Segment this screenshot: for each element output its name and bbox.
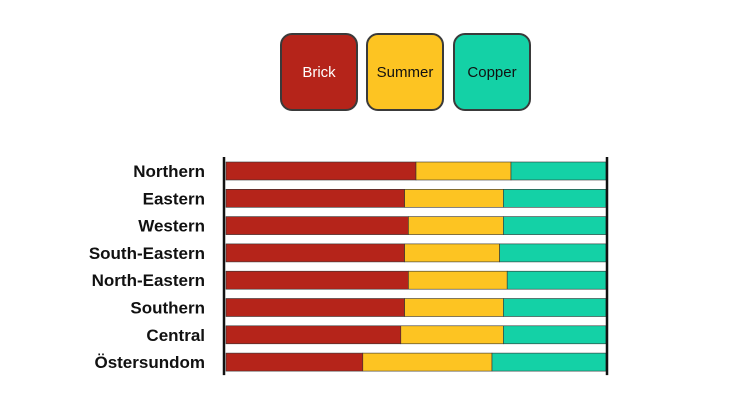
bar-segment-summer [408, 216, 504, 235]
bar-segment-summer [400, 325, 504, 345]
bar-segment-copper [499, 243, 607, 263]
category-label: Northern [133, 162, 205, 181]
bar-segment-brick [225, 243, 405, 263]
bar-segment-brick [225, 216, 409, 235]
bar-segment-brick [225, 270, 409, 290]
legend-item-summer: Summer [366, 33, 444, 111]
bar-segment-summer [362, 352, 493, 372]
legend-label-brick: Brick [302, 63, 336, 81]
bar-segment-copper [503, 298, 607, 317]
bar-segment-copper [503, 189, 607, 208]
category-label: Östersundom [94, 353, 205, 372]
bar-segment-brick [225, 298, 405, 317]
bar-segment-summer [404, 189, 504, 208]
category-label: Central [146, 326, 205, 345]
category-label: South-Eastern [89, 244, 205, 263]
category-label: North-Eastern [92, 271, 205, 290]
category-label: Southern [130, 299, 205, 318]
bar-segment-copper [491, 352, 607, 372]
bar-segment-brick [225, 325, 402, 345]
category-label: Eastern [143, 189, 205, 208]
legend-item-copper: Copper [453, 33, 531, 111]
bar-segment-copper [506, 270, 607, 290]
legend-label-summer: Summer [376, 63, 434, 81]
bar-segment-summer [404, 298, 504, 317]
bar-segment-copper [503, 325, 607, 345]
bar-segment-brick [225, 189, 405, 208]
legend-label-copper: Copper [467, 63, 517, 81]
bar-segment-copper [503, 216, 607, 235]
bar-segment-summer [404, 243, 500, 263]
category-label: Western [138, 217, 205, 236]
bar-segment-summer [408, 270, 508, 290]
bar-segment-copper [510, 161, 607, 181]
bar-segment-brick [225, 352, 364, 372]
bar-segment-summer [415, 161, 512, 181]
legend-item-brick: Brick [280, 33, 358, 111]
bar-segment-brick [225, 161, 417, 181]
